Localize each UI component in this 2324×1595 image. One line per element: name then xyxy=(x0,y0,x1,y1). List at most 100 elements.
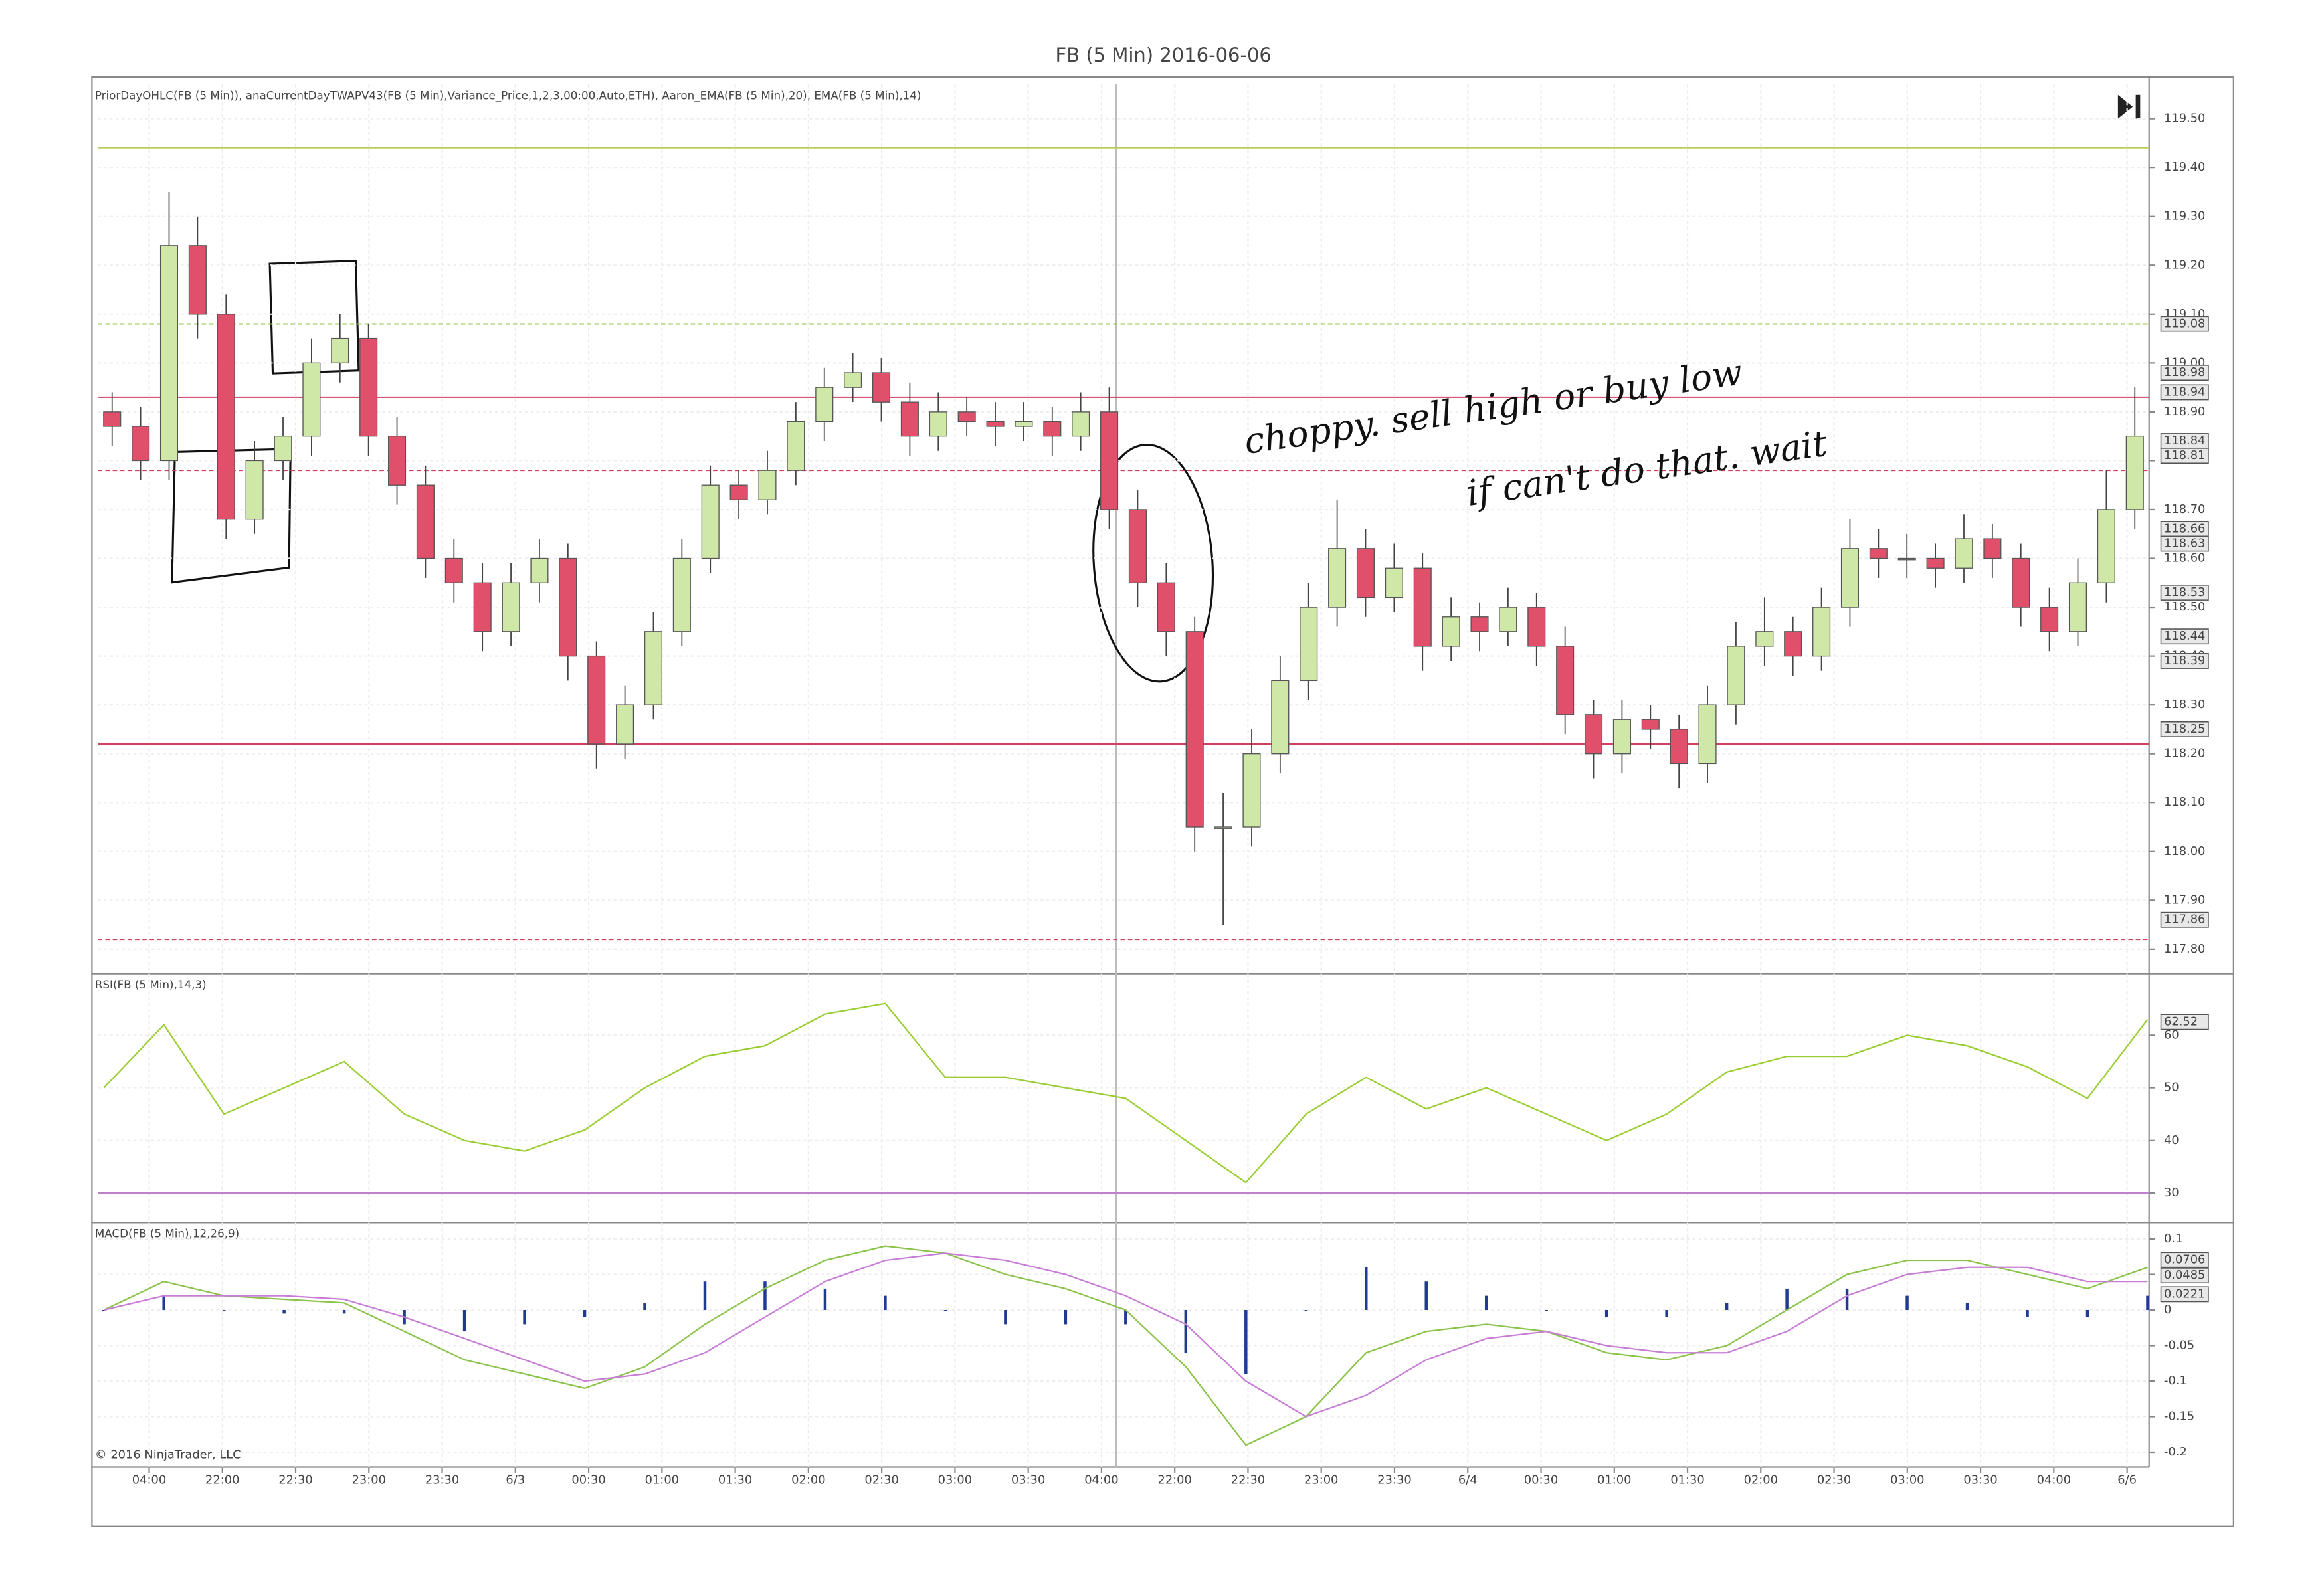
candle-body xyxy=(1470,616,1489,632)
candle-body xyxy=(1527,607,1546,647)
histogram-bar xyxy=(222,1310,226,1311)
panel-label: MACD(FB (5 Min),12,26,9) xyxy=(95,1227,239,1240)
histogram-bar xyxy=(162,1295,165,1311)
price-marker-label: 118.98 xyxy=(2164,365,2205,379)
candle-body xyxy=(1755,631,1774,647)
price-marker xyxy=(2160,535,2209,552)
candle-body xyxy=(559,557,577,657)
candle-body xyxy=(1185,631,1204,828)
price-marker xyxy=(2160,1252,2209,1268)
price-marker-label: 117.86 xyxy=(2164,913,2205,927)
y-tick-label: 118.70 xyxy=(2164,502,2205,516)
price-marker-label: 62.52 xyxy=(2164,1014,2198,1028)
y-tick-label: 118.60 xyxy=(2164,551,2205,565)
candle-body xyxy=(1556,646,1575,715)
y-tick-label: 118.90 xyxy=(2164,405,2205,419)
y-tick-label: 118.50 xyxy=(2164,600,2205,614)
panel-label: RSI(FB (5 Min),14,3) xyxy=(95,978,207,991)
candle-body xyxy=(672,557,691,632)
candle-body xyxy=(1356,548,1375,599)
x-tick-label: 04:00 xyxy=(1084,1473,1118,1487)
price-marker-label: 0.0221 xyxy=(2164,1287,2205,1301)
x-tick-label: 22:30 xyxy=(1231,1473,1265,1487)
x-tick-label: 02:00 xyxy=(1744,1473,1778,1487)
x-tick-label: 23:30 xyxy=(425,1473,459,1487)
x-tick-label: 6/3 xyxy=(506,1473,525,1487)
price-marker-label: 118.81 xyxy=(2164,448,2205,462)
histogram-bar xyxy=(763,1281,767,1311)
y-tick-label: 119.30 xyxy=(2164,209,2205,223)
x-tick-label: 01:00 xyxy=(645,1473,679,1487)
candle-body xyxy=(1413,567,1432,647)
candle-body xyxy=(444,557,463,583)
candle-body xyxy=(701,484,720,559)
candle-body xyxy=(1300,607,1318,682)
candle-body xyxy=(331,337,349,364)
y-tick-label: 30 xyxy=(2164,1186,2179,1200)
histogram-bar xyxy=(1124,1310,1127,1325)
candle-body xyxy=(1157,582,1175,632)
candle-body xyxy=(2125,435,2144,510)
candle-body xyxy=(1698,704,1717,765)
x-tick-label: 02:30 xyxy=(864,1473,898,1487)
scroll-end-button[interactable] xyxy=(2117,94,2141,119)
candle-body xyxy=(2040,607,2059,632)
candle-body xyxy=(1043,421,1062,437)
x-tick-label: 22:00 xyxy=(1157,1473,1191,1487)
y-tick-label: 118.20 xyxy=(2164,747,2205,761)
candle-body xyxy=(872,372,891,403)
candle-body xyxy=(957,411,976,422)
histogram-bar xyxy=(643,1303,646,1311)
price-marker xyxy=(2160,384,2209,401)
candle-body xyxy=(1983,538,2002,559)
histogram-bar xyxy=(282,1310,286,1314)
candle-body xyxy=(815,387,834,422)
price-marker-label: 118.53 xyxy=(2164,585,2205,599)
candle-body xyxy=(1100,411,1119,510)
y-tick-label: 119.50 xyxy=(2164,112,2205,126)
candle-body xyxy=(900,401,919,437)
candle-body xyxy=(844,372,862,388)
y-tick-label: 60 xyxy=(2164,1028,2179,1042)
y-tick-label: 119.20 xyxy=(2164,258,2205,272)
candle-body xyxy=(2097,509,2115,583)
indicator-line xyxy=(103,1252,2148,1418)
price-marker xyxy=(2160,1267,2209,1284)
histogram-bar xyxy=(1905,1295,1909,1311)
histogram-bar xyxy=(102,1310,106,1311)
hand-drawings xyxy=(171,260,1214,683)
y-tick-label: 0.1 xyxy=(2164,1232,2182,1246)
histogram-bar xyxy=(2085,1310,2089,1317)
price-marker-label: 118.39 xyxy=(2164,654,2205,668)
price-marker-label: 118.25 xyxy=(2164,722,2205,736)
y-tick-label: 119.40 xyxy=(2164,160,2205,174)
candle-body xyxy=(587,655,606,745)
candle-body xyxy=(1897,557,1916,561)
candle-body xyxy=(245,460,264,520)
candle-body xyxy=(159,245,179,462)
price-marker xyxy=(2160,1286,2209,1303)
candle-body xyxy=(416,484,435,559)
candle-body xyxy=(359,337,378,437)
x-tick-label: 01:30 xyxy=(1670,1473,1704,1487)
indicator-line xyxy=(103,1002,2149,1184)
x-tick-label: 23:00 xyxy=(1304,1473,1338,1487)
price-marker xyxy=(2160,1014,2209,1030)
y-tick-label: 118.30 xyxy=(2164,698,2205,711)
x-tick-label: 01:30 xyxy=(718,1473,752,1487)
candle-body xyxy=(1499,607,1517,632)
x-tick-label: 22:00 xyxy=(205,1473,239,1487)
histogram-bar xyxy=(1845,1288,1849,1311)
candle-body xyxy=(1242,753,1261,828)
histogram-bar xyxy=(1304,1310,1308,1311)
candle-body xyxy=(1641,719,1660,730)
candle-body xyxy=(929,411,947,437)
candle-body xyxy=(1869,548,1888,559)
x-tick-label: 6/6 xyxy=(2117,1473,2137,1487)
candle-body xyxy=(473,582,492,632)
candle-body xyxy=(1072,411,1090,437)
price-marker xyxy=(2160,448,2209,464)
histogram-bar xyxy=(1484,1295,1488,1311)
candle-body xyxy=(1128,509,1147,583)
